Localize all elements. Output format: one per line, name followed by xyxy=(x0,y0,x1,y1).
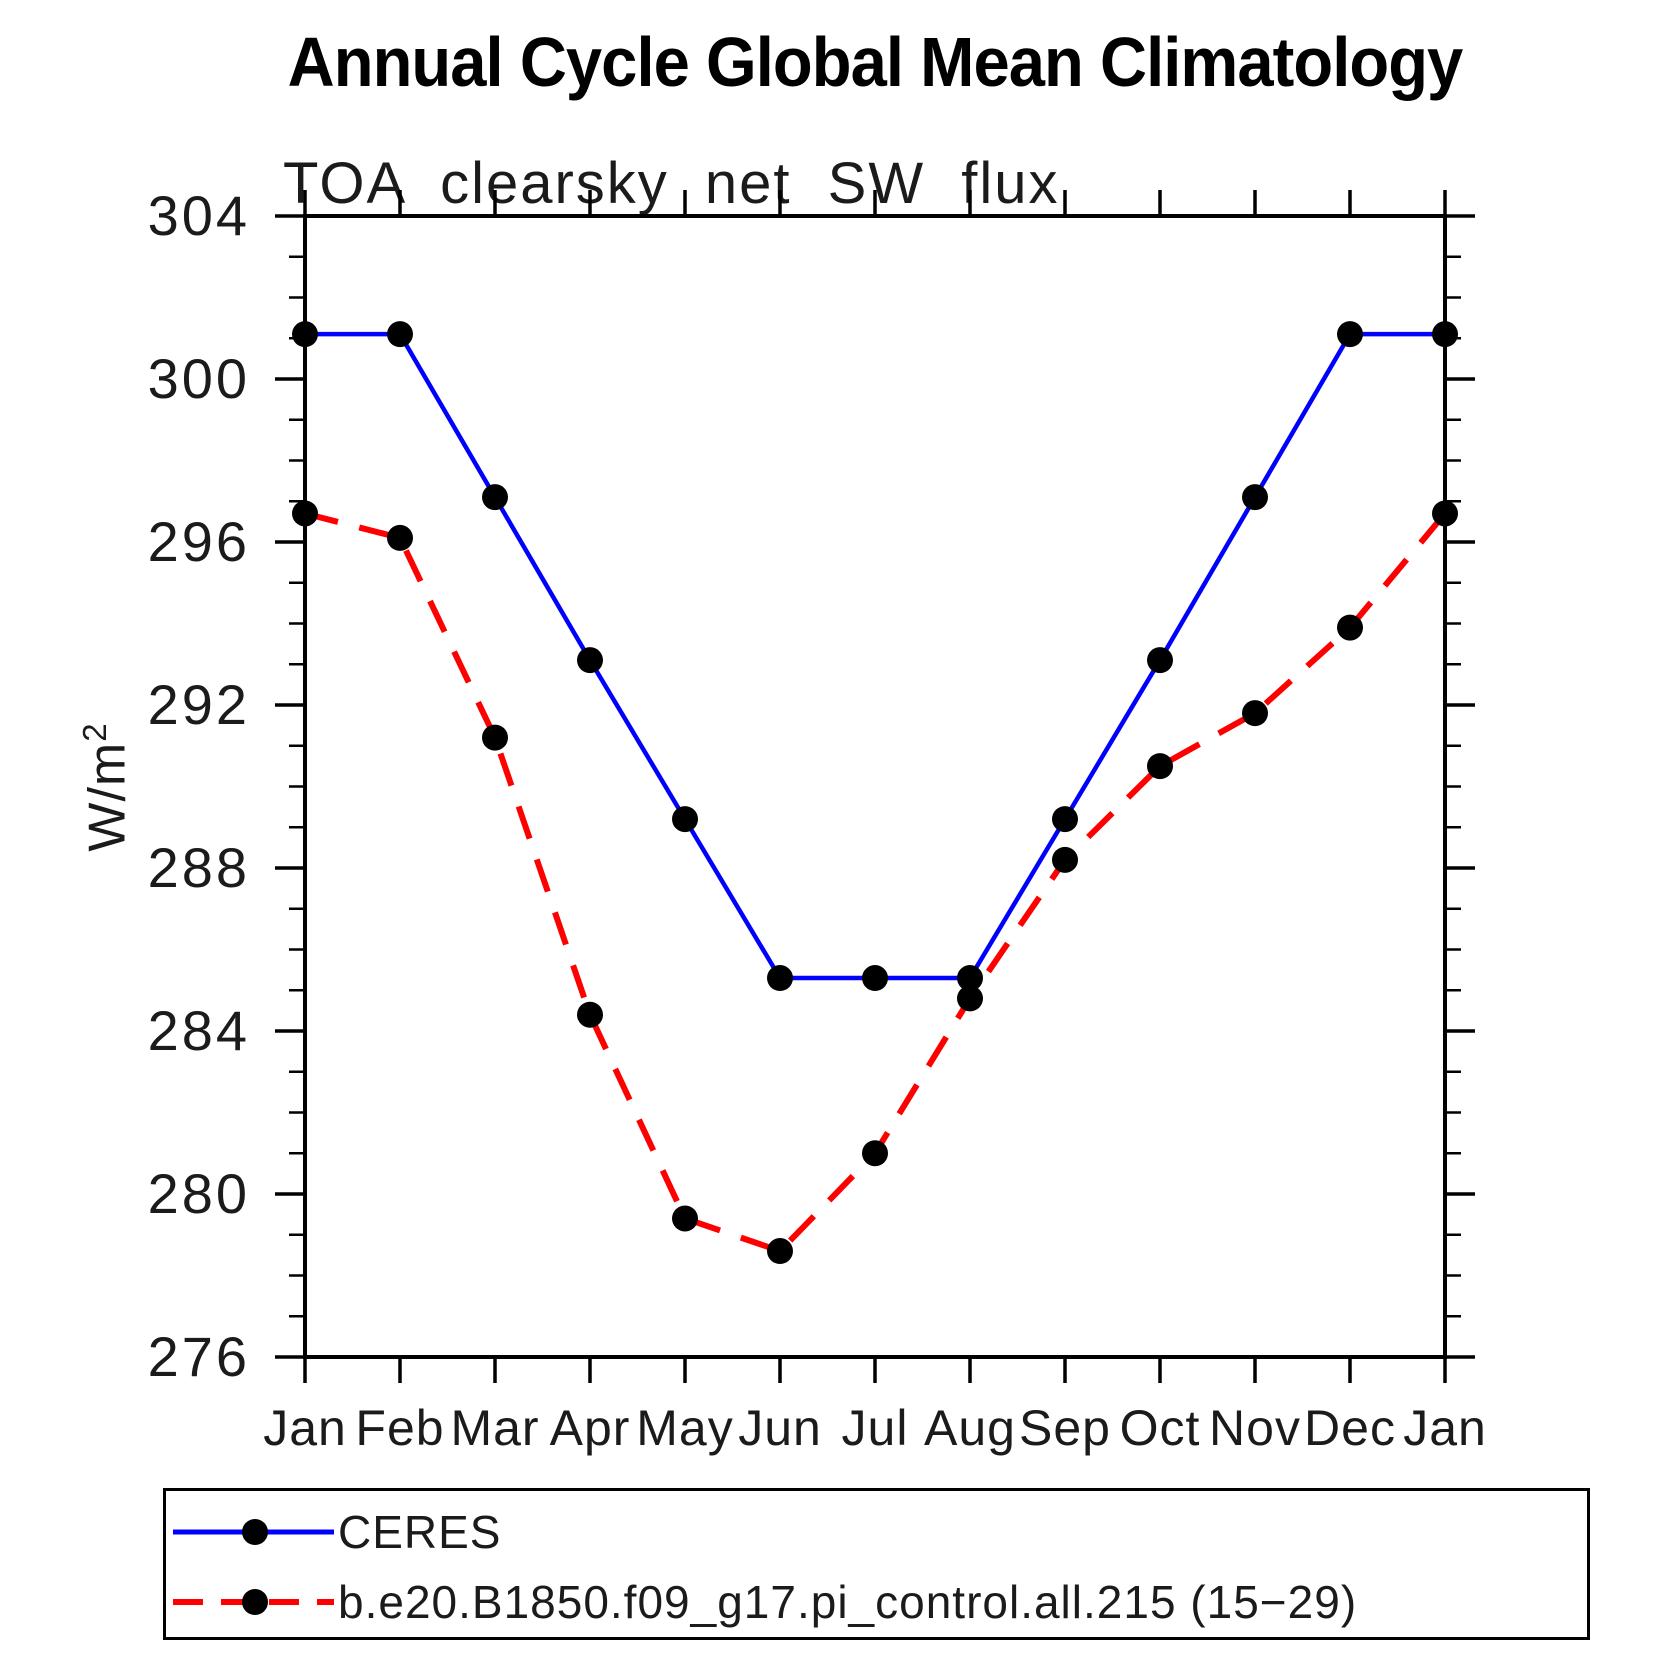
data-point-model-oct-9 xyxy=(1147,753,1173,780)
legend-entry-model: b.e20.B1850.f09_g17.pi_control.all.215 (… xyxy=(171,1576,1358,1628)
ceres-line-sample-icon xyxy=(173,1519,334,1545)
legend-label-ceres: CERES xyxy=(338,1506,502,1558)
data-point-ceres-feb-1 xyxy=(387,321,413,348)
x-tick-label-mar-2: Mar xyxy=(450,1400,539,1456)
data-point-model-mar-2 xyxy=(482,724,508,751)
x-tick-label-nov-10: Nov xyxy=(1209,1400,1301,1456)
x-tick-label-oct-9: Oct xyxy=(1120,1400,1201,1456)
data-point-model-jul-6 xyxy=(862,1140,888,1167)
y-tick-label-296: 296 xyxy=(148,510,250,573)
y-tick-label-276: 276 xyxy=(148,1325,250,1388)
data-point-ceres-apr-3 xyxy=(577,647,603,674)
x-tick-label-jan-0: Jan xyxy=(263,1400,347,1456)
x-tick-label-aug-7: Aug xyxy=(924,1400,1016,1456)
x-tick-label-jun-5: Jun xyxy=(738,1400,822,1456)
data-point-model-sep-8 xyxy=(1052,846,1078,873)
data-point-ceres-dec-11 xyxy=(1337,321,1363,348)
data-point-ceres-jun-5 xyxy=(767,965,793,992)
x-tick-label-apr-3: Apr xyxy=(550,1400,631,1456)
data-point-ceres-nov-10 xyxy=(1242,484,1268,511)
x-tick-label-jan-12: Jan xyxy=(1403,1400,1487,1456)
y-tick-label-304: 304 xyxy=(148,184,250,247)
data-point-model-jun-5 xyxy=(767,1238,793,1265)
data-point-model-nov-10 xyxy=(1242,700,1268,727)
data-point-ceres-mar-2 xyxy=(482,484,508,511)
x-tick-label-dec-11: Dec xyxy=(1304,1400,1396,1456)
y-tick-label-280: 280 xyxy=(148,1162,250,1225)
y-tick-label-300: 300 xyxy=(148,347,250,410)
data-point-ceres-may-4 xyxy=(672,806,698,833)
data-point-model-dec-11 xyxy=(1337,614,1363,641)
data-point-ceres-sep-8 xyxy=(1052,806,1078,833)
legend: CERES b.e20.B1850.f09_g17.pi_control.all… xyxy=(163,1488,1590,1640)
model-line-sample-icon xyxy=(173,1589,334,1615)
chart-title: Annual Cycle Global Mean Climatology xyxy=(287,23,1464,101)
data-point-ceres-aug-7 xyxy=(957,965,983,992)
data-point-model-aug-7 xyxy=(957,985,983,1012)
series-line-ceres xyxy=(305,331,1445,981)
legend-entry-ceres: CERES xyxy=(171,1506,502,1558)
data-point-model-may-4 xyxy=(672,1205,698,1232)
legend-label-model: b.e20.B1850.f09_g17.pi_control.all.215 (… xyxy=(338,1576,1358,1628)
x-tick-label-may-4: May xyxy=(636,1400,733,1456)
data-point-ceres-jul-6 xyxy=(862,965,888,992)
y-tick-label-292: 292 xyxy=(148,673,250,736)
x-tick-label-jul-6: Jul xyxy=(842,1400,909,1456)
data-point-ceres-jan-12 xyxy=(1432,321,1458,348)
data-point-model-feb-1 xyxy=(387,524,413,551)
y-tick-label-288: 288 xyxy=(148,836,250,899)
x-tick-label-sep-8: Sep xyxy=(1019,1400,1111,1456)
data-point-ceres-jan-0 xyxy=(292,321,318,348)
x-tick-label-feb-1: Feb xyxy=(355,1400,444,1456)
y-tick-label-284: 284 xyxy=(148,999,250,1062)
data-point-model-jan-0 xyxy=(292,500,318,527)
data-point-model-jan-12 xyxy=(1432,500,1458,527)
data-point-ceres-oct-9 xyxy=(1147,647,1173,674)
chart-subtitle: TOA clearsky net SW flux xyxy=(283,151,1060,216)
data-point-model-apr-3 xyxy=(577,1001,603,1028)
plot-frame xyxy=(303,214,1447,1359)
